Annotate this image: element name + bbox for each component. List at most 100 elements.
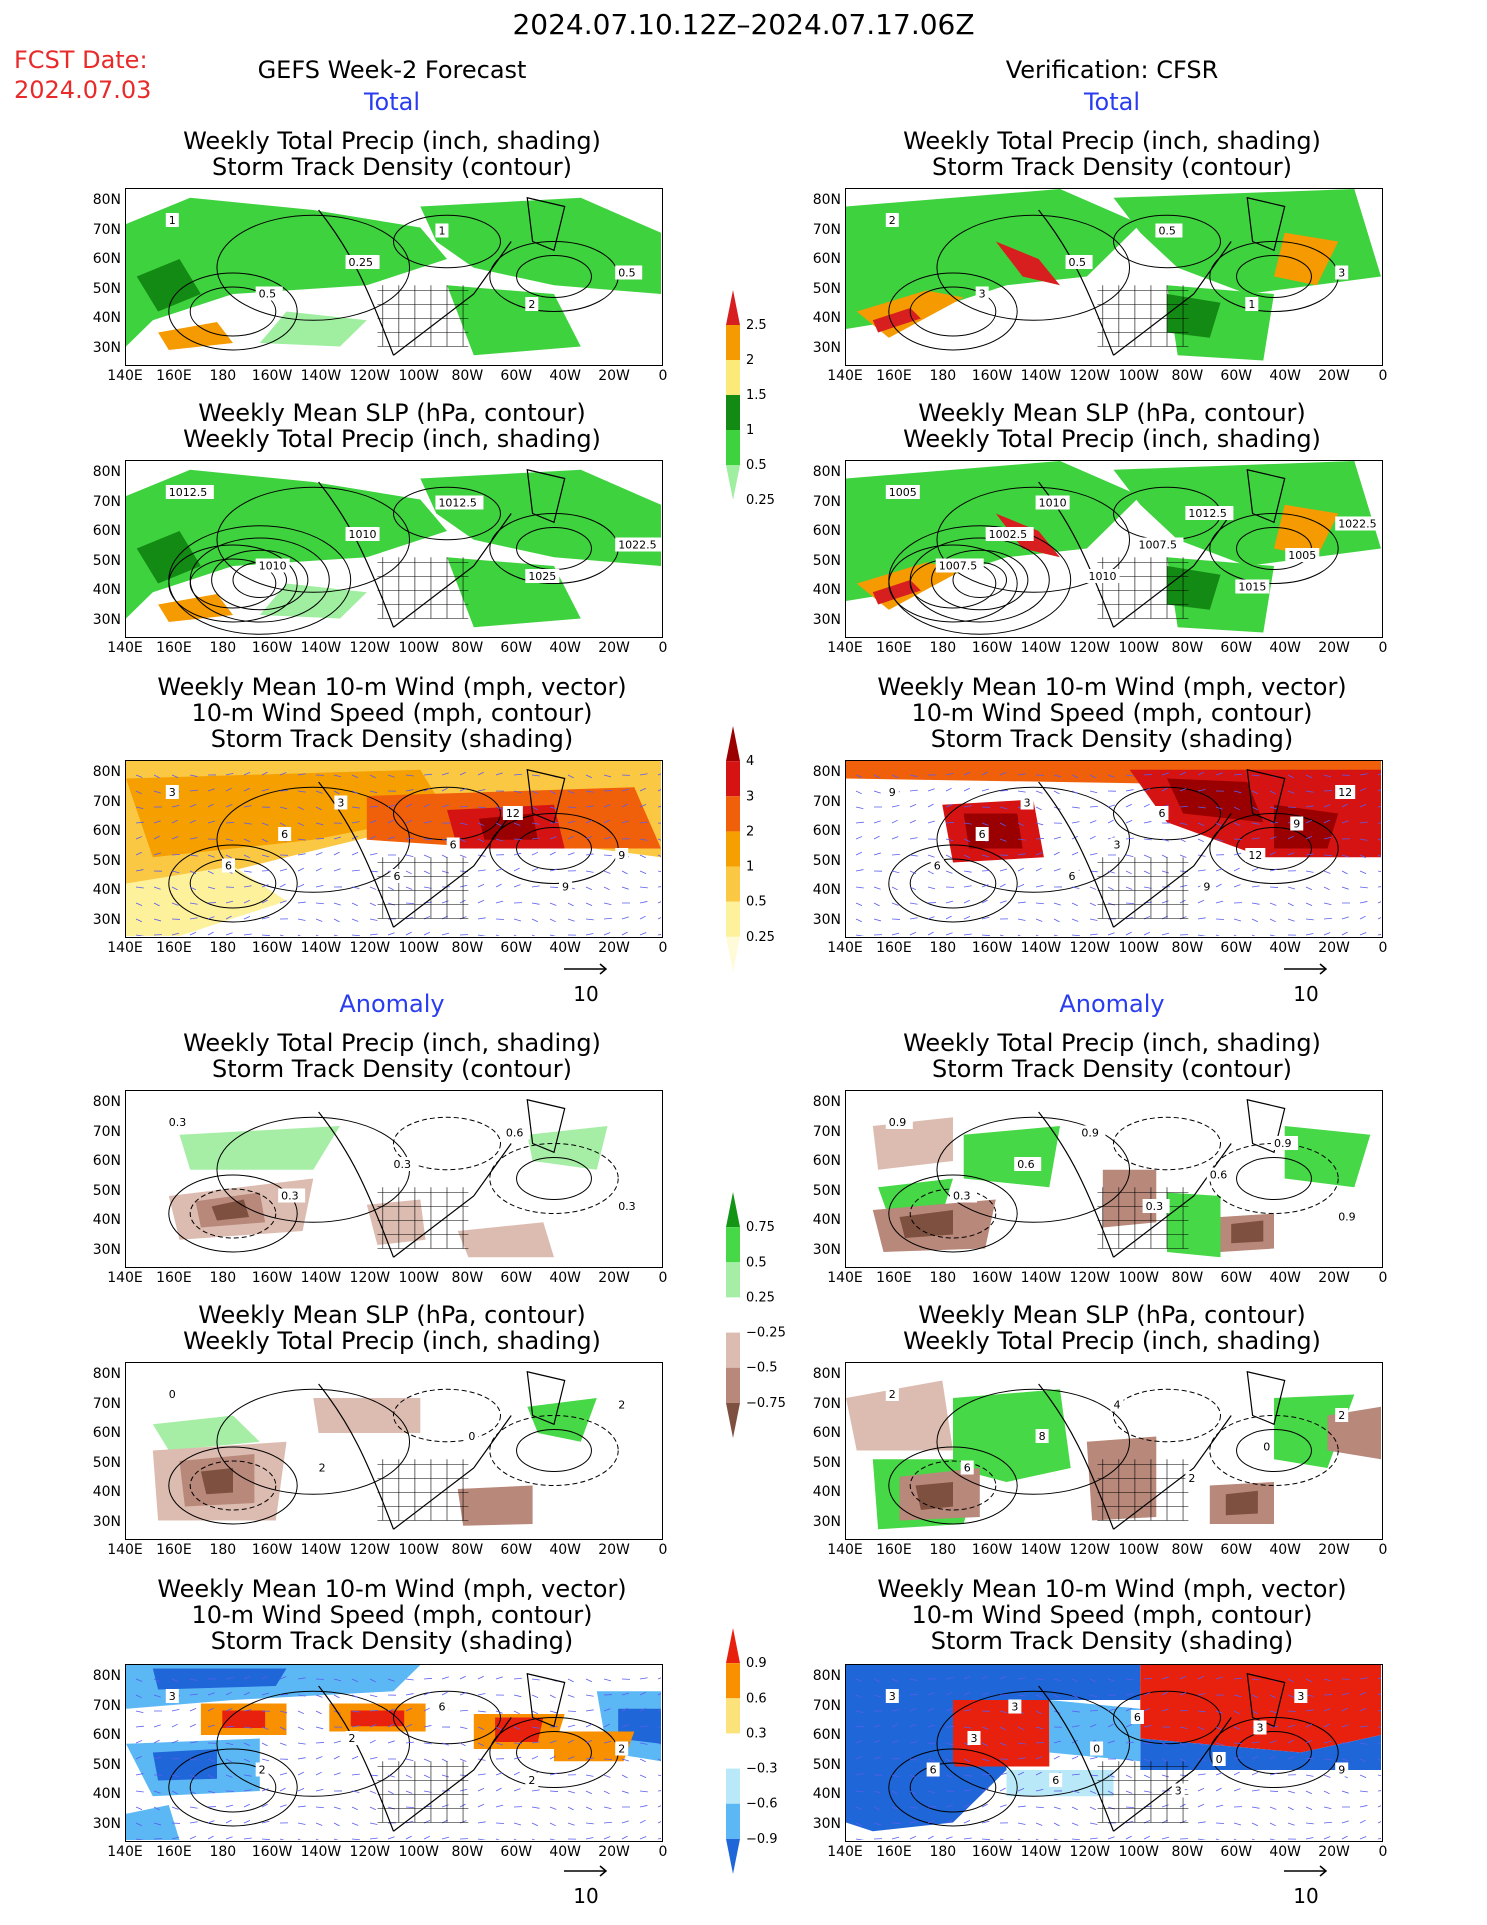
wind-vector [909, 1821, 918, 1824]
wind-vector [585, 1694, 594, 1697]
lat-label: 80N [812, 1366, 841, 1382]
wind-vector [603, 1821, 612, 1824]
colorbar-segment [726, 936, 740, 972]
wind-vector [549, 902, 557, 906]
wind-vector [171, 1790, 178, 1795]
wind-vector [1161, 870, 1170, 874]
colorbar-segment [726, 1332, 740, 1368]
wind-vector [279, 772, 287, 776]
precip-total-colorbar: 2.5 2 1.5 1 0.5 0.25 [722, 270, 812, 520]
isobar [211, 549, 309, 611]
contour-line [1209, 1415, 1339, 1486]
wind-vector [441, 1742, 449, 1746]
contour-line [168, 1174, 298, 1253]
wind-vector [1035, 934, 1039, 936]
shaded-field [1274, 504, 1339, 558]
shaded-field [1102, 1169, 1157, 1228]
wind-vector [999, 1787, 1006, 1792]
wind-vector [981, 934, 990, 936]
contour-line [516, 1157, 592, 1200]
contour-label-bg [334, 795, 348, 810]
wind-vector [1305, 853, 1314, 856]
wind-vector [1341, 1835, 1348, 1840]
wind-vector [603, 1836, 611, 1840]
wind-vector [1179, 1758, 1187, 1762]
shaded-field [420, 469, 661, 566]
wind-vector [1017, 867, 1024, 872]
wind-vector [1251, 774, 1260, 777]
contour-label-bg [975, 827, 989, 841]
wind-vector [207, 931, 214, 936]
wind-vector [225, 822, 234, 824]
contour-label: 6 [1134, 1711, 1141, 1724]
wind-vector [387, 1708, 395, 1712]
contour-label-bg [1245, 848, 1266, 862]
wind-vector [1035, 867, 1042, 872]
wind-vector [639, 1805, 648, 1808]
lon-label: 160E [876, 640, 912, 656]
wind-vector [1071, 806, 1080, 809]
wind-vector [135, 869, 144, 872]
wind-vector [1125, 870, 1132, 875]
contour-label-bg [1335, 516, 1381, 531]
wind-vector [315, 1788, 324, 1792]
wind-vector [351, 806, 360, 809]
contour-label: 12 [1338, 786, 1352, 799]
wind-vector [1215, 806, 1223, 810]
wind-vector [477, 838, 484, 843]
wind-vector [297, 1838, 301, 1840]
wind-vector [1107, 1836, 1115, 1840]
lat-label: 70N [812, 493, 841, 510]
gefs-wind-anom-title: Weekly Mean 10-m Wind (mph, vector) 10-m… [157, 1575, 627, 1655]
contour-label: 3 [979, 288, 986, 301]
wind-vector [873, 1756, 881, 1760]
lon-label: 80W [1171, 1844, 1204, 1860]
wind-vector [477, 806, 486, 809]
lon-label: 100W [398, 940, 440, 956]
wind-vector [261, 1692, 270, 1696]
wind-vector [1305, 805, 1314, 808]
contour-line [1209, 1143, 1339, 1214]
lon-label: 140E [827, 640, 863, 656]
shaded-field [152, 1668, 287, 1690]
wind-vector [639, 787, 647, 792]
contour-label-bg [1035, 495, 1070, 510]
wind-vector [405, 820, 413, 824]
wind-vector [423, 1790, 432, 1793]
wind-vector [1035, 806, 1042, 811]
wind-vector [945, 804, 953, 808]
wind-vector [639, 1774, 647, 1778]
wind-vector [135, 902, 143, 907]
greenland-outline [1246, 196, 1286, 252]
lon-label: 100W [398, 1542, 440, 1558]
contour-label-bg [1200, 879, 1214, 894]
wind-vector [387, 804, 395, 808]
wind-vector [369, 933, 378, 936]
wind-vector [387, 819, 394, 824]
wind-vector [297, 853, 306, 856]
wind-vector [621, 1774, 628, 1779]
shaded-field [158, 322, 233, 350]
colorbar-segment [726, 325, 740, 360]
wind-vector [1197, 1773, 1206, 1776]
wind-vector [171, 805, 180, 808]
greenland-outline [1246, 768, 1286, 824]
wind-vector [225, 1676, 234, 1680]
contour-line [516, 1429, 592, 1472]
wind-vector [297, 1805, 306, 1808]
colorbar-segment [726, 1367, 740, 1403]
contour-label: 6 [438, 1701, 445, 1714]
contour-line [516, 255, 592, 298]
colorbar-label: 1 [746, 860, 754, 875]
lon-label: 120W [349, 368, 391, 384]
lon-label: 100W [398, 1270, 440, 1286]
shaded-field [1049, 1700, 1141, 1762]
wind-vector [369, 886, 377, 890]
contour-label-bg [345, 255, 380, 269]
wind-vector [333, 851, 340, 856]
wind-vector [405, 1806, 414, 1809]
shaded-field [158, 594, 233, 622]
